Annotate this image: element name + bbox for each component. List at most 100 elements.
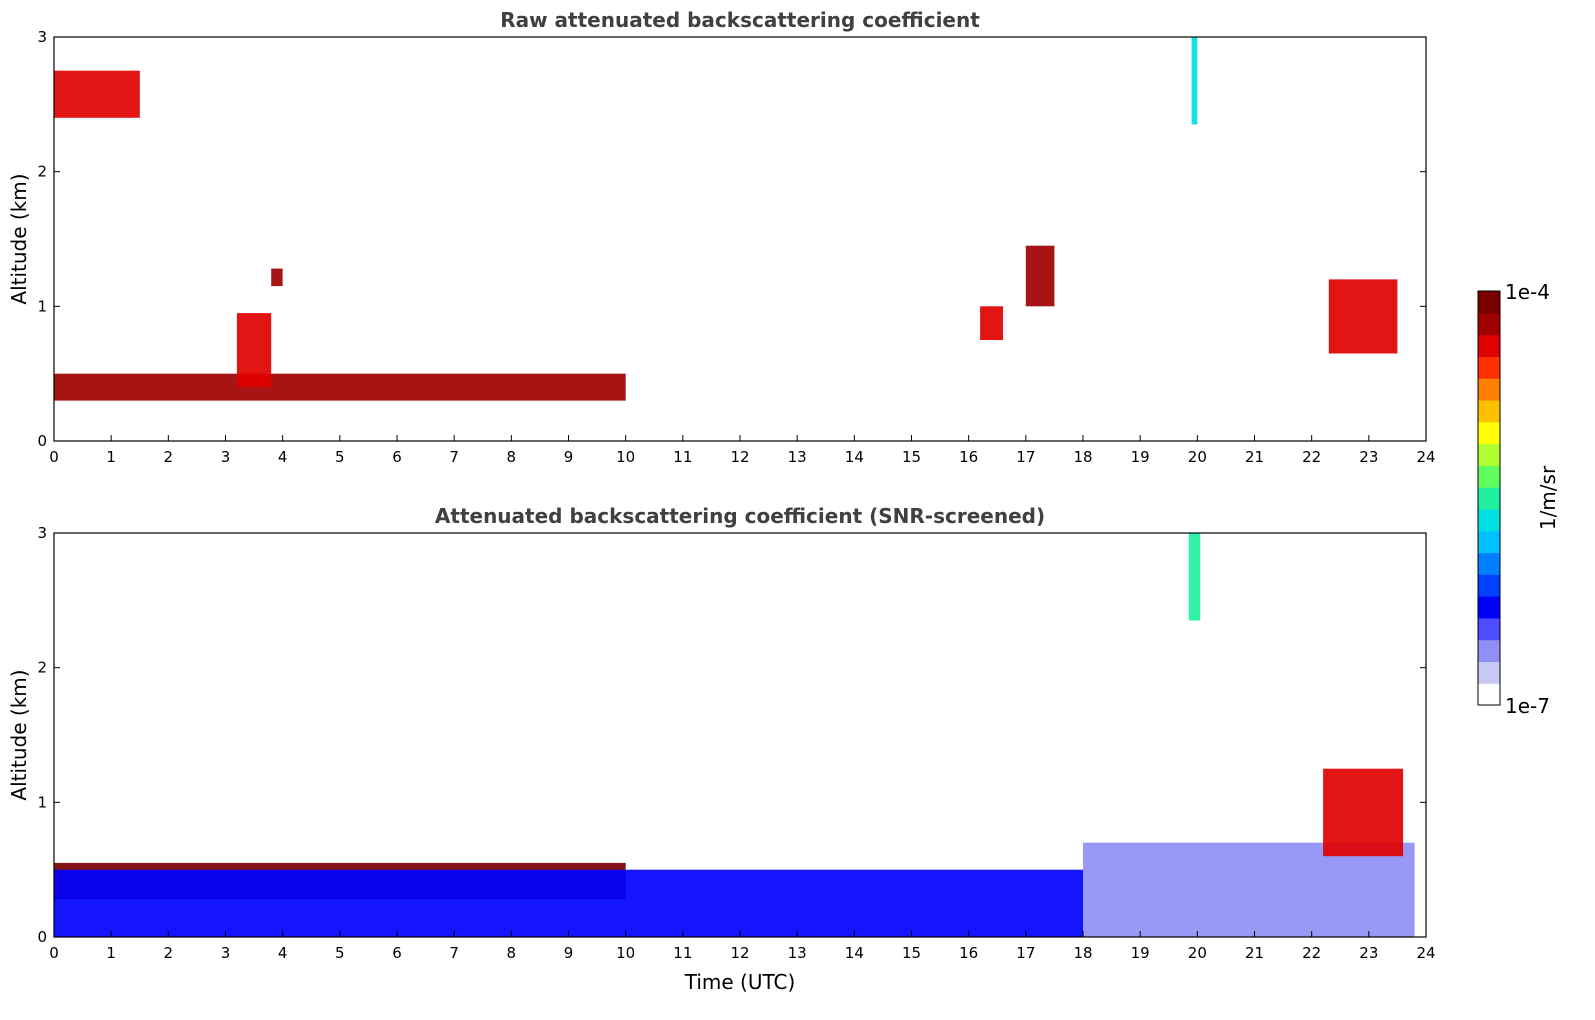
x-tick-label: 7 <box>449 944 459 962</box>
colorbar-segment <box>1478 683 1500 706</box>
colorbar-segment <box>1478 617 1500 641</box>
x-tick-label: 14 <box>845 448 864 466</box>
colorbar-segment <box>1478 465 1500 488</box>
x-tick-label: 6 <box>392 448 402 466</box>
cloud-6 <box>1328 279 1398 354</box>
x-tick-label: 24 <box>1416 448 1435 466</box>
colorbar-segment <box>1478 334 1500 357</box>
colorbar-segment <box>1478 661 1500 684</box>
x-tick-label: 18 <box>1073 448 1092 466</box>
y-tick-label: 0 <box>37 928 47 946</box>
x-tick-label: 6 <box>392 944 402 962</box>
y-tick-label: 2 <box>37 163 47 181</box>
bottom-x-ticks: 0 1 2 3 4 5 6 7 8 9 10 11 12 13 14 15 16 17 18 19 20 21 22 23 24 <box>49 931 1436 962</box>
colorbar-segment <box>1478 399 1500 423</box>
x-tick-label: 18 <box>1073 944 1092 962</box>
x-tick-label: 8 <box>507 944 517 962</box>
colorbar-segment <box>1478 596 1500 619</box>
x-tick-label: 1 <box>106 448 116 466</box>
colorbar-top-label: 1e-4 <box>1505 280 1550 304</box>
x-tick-label: 19 <box>1131 448 1150 466</box>
x-tick-label: 2 <box>164 944 174 962</box>
x-tick-label: 5 <box>335 448 345 466</box>
x-tick-label: 21 <box>1245 448 1264 466</box>
y-tick-label: 1 <box>37 793 47 811</box>
x-tick-label: 22 <box>1302 448 1321 466</box>
x-tick-label: 0 <box>49 944 59 962</box>
bottom-y-ticks: 0 1 2 3 <box>37 524 1426 946</box>
x-tick-label: 8 <box>507 448 517 466</box>
top-x-ticks: 0 1 2 3 4 5 6 7 8 9 10 11 12 13 14 15 16 17 18 19 20 21 22 23 24 <box>49 435 1436 466</box>
colorbar-segment <box>1478 508 1500 532</box>
boundary-layer-top-0 <box>54 373 626 401</box>
bottom-panel: Attenuated backscattering coefficient (S… <box>7 504 1436 994</box>
x-tick-label: 17 <box>1016 944 1035 962</box>
mixed-layer-1 <box>54 869 1083 937</box>
x-tick-label: 22 <box>1302 944 1321 962</box>
y-tick-label: 3 <box>37 28 47 46</box>
x-tick-label: 12 <box>730 448 749 466</box>
colorbar-segment <box>1478 378 1500 401</box>
aerosol-plume-4 <box>1188 533 1201 621</box>
cloud-4 <box>980 306 1003 340</box>
cloud-3 <box>1323 768 1404 857</box>
cloud-5 <box>1025 245 1055 307</box>
colorbar-bottom-label: 1e-7 <box>1505 694 1550 718</box>
x-tick-label: 14 <box>845 944 864 962</box>
colorbar-segment <box>1478 530 1500 554</box>
x-tick-label: 10 <box>616 944 635 962</box>
y-tick-label: 0 <box>37 432 47 450</box>
x-tick-label: 11 <box>673 944 692 962</box>
y-tick-label: 1 <box>37 297 47 315</box>
x-tick-label: 16 <box>959 448 978 466</box>
x-tick-label: 19 <box>1131 944 1150 962</box>
colorbar-segment <box>1478 312 1500 336</box>
bottom-y-axis-label: Altitude (km) <box>7 669 31 800</box>
x-tick-label: 16 <box>959 944 978 962</box>
aerosol-plume-7 <box>1191 37 1198 125</box>
x-tick-label: 12 <box>730 944 749 962</box>
x-tick-label: 9 <box>564 944 574 962</box>
x-tick-label: 0 <box>49 448 59 466</box>
x-tick-label: 3 <box>221 944 231 962</box>
x-tick-label: 13 <box>788 944 807 962</box>
top-panel-title: Raw attenuated backscattering coefficien… <box>500 8 980 32</box>
x-tick-label: 13 <box>788 448 807 466</box>
x-tick-label: 10 <box>616 448 635 466</box>
x-tick-label: 5 <box>335 944 345 962</box>
x-tick-label: 11 <box>673 448 692 466</box>
colorbar-unit-label: 1/m/sr <box>1536 465 1560 530</box>
screened-low-signal-2 <box>1083 842 1415 937</box>
x-tick-label: 17 <box>1016 448 1035 466</box>
x-tick-label: 7 <box>449 448 459 466</box>
x-tick-label: 4 <box>278 944 288 962</box>
top-heatmap <box>54 37 1398 401</box>
cloud-3 <box>271 268 283 287</box>
x-tick-label: 15 <box>902 944 921 962</box>
colorbar-segment <box>1478 639 1500 663</box>
x-tick-label: 24 <box>1416 944 1435 962</box>
colorbar: 1e-4 1e-7 1/m/sr <box>1477 280 1560 718</box>
x-tick-label: 1 <box>106 944 116 962</box>
x-tick-label: 9 <box>564 448 574 466</box>
top-y-ticks: 0 1 2 3 <box>37 28 1426 450</box>
x-tick-label: 21 <box>1245 944 1264 962</box>
x-tick-label: 23 <box>1359 944 1378 962</box>
x-tick-label: 2 <box>164 448 174 466</box>
colorbar-segment <box>1478 574 1500 597</box>
x-tick-label: 15 <box>902 448 921 466</box>
colorbar-segment <box>1478 487 1500 510</box>
x-tick-label: 23 <box>1359 448 1378 466</box>
residual-layer-2 <box>54 70 140 118</box>
bottom-panel-title: Attenuated backscattering coefficient (S… <box>435 504 1045 528</box>
colorbar-frame <box>1477 290 1501 706</box>
top-y-axis-label: Altitude (km) <box>7 173 31 304</box>
x-tick-label: 20 <box>1188 448 1207 466</box>
colorbar-gradient <box>1478 291 1500 706</box>
colorbar-segment <box>1478 443 1500 466</box>
y-tick-label: 3 <box>37 524 47 542</box>
colorbar-segment <box>1478 356 1500 379</box>
top-panel: Raw attenuated backscattering coefficien… <box>7 8 1436 466</box>
colorbar-segment <box>1478 291 1500 314</box>
